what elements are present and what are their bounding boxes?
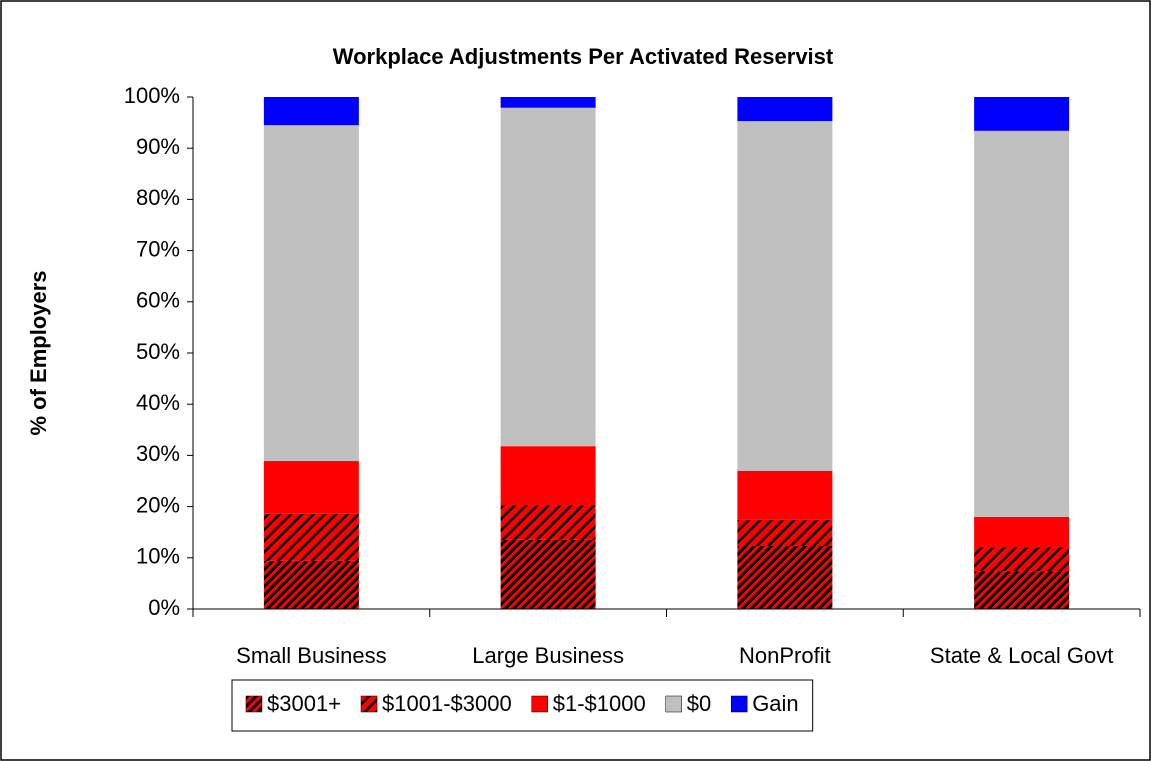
bar-segment xyxy=(737,470,833,520)
bar-segment xyxy=(500,505,596,540)
bar-segment xyxy=(737,546,833,609)
y-tick-label: 100% xyxy=(124,83,180,108)
chart-title: Workplace Adjustments Per Activated Rese… xyxy=(333,44,834,69)
bar-segment xyxy=(737,97,833,122)
legend-label: $0 xyxy=(687,691,711,716)
y-tick-label: 10% xyxy=(136,544,180,569)
y-tick-label: 70% xyxy=(136,236,180,261)
y-tick-label: 40% xyxy=(136,390,180,415)
bar-segment xyxy=(737,121,833,471)
legend-label: Gain xyxy=(752,691,798,716)
legend-swatch xyxy=(730,695,748,713)
legend-swatch xyxy=(360,695,378,713)
bar-segment xyxy=(974,516,1070,548)
y-tick-label: 80% xyxy=(136,185,180,210)
x-tick-label: Small Business xyxy=(236,643,386,668)
legend-swatch xyxy=(245,695,263,713)
bar-segment xyxy=(974,130,1070,517)
legend-swatch xyxy=(531,695,548,713)
y-tick-label: 50% xyxy=(136,339,180,364)
y-tick-label: 0% xyxy=(148,595,180,620)
bar-segment xyxy=(263,560,359,609)
bar-segment xyxy=(263,513,359,561)
y-tick-label: 20% xyxy=(136,492,180,517)
bar-segment xyxy=(263,125,359,462)
bar-segment xyxy=(263,97,359,126)
y-tick-label: 30% xyxy=(136,441,180,466)
bar-segment xyxy=(500,97,596,108)
y-tick-label: 90% xyxy=(136,134,180,159)
legend-label: $1001-$3000 xyxy=(382,691,512,716)
legend-swatch xyxy=(665,695,682,713)
bar-segment xyxy=(974,571,1070,609)
legend-label: $1-$1000 xyxy=(553,691,646,716)
y-tick-label: 60% xyxy=(136,288,180,313)
bar-segment xyxy=(974,97,1070,131)
x-tick-label: NonProfit xyxy=(739,643,831,668)
legend xyxy=(231,679,814,732)
bar-segment xyxy=(737,519,833,547)
bar-segment xyxy=(500,107,596,447)
bar-segment xyxy=(500,446,596,506)
x-tick-label: State & Local Govt xyxy=(930,643,1113,668)
y-axis-label: % of Employers xyxy=(26,270,51,435)
bar-segment xyxy=(974,547,1070,572)
bar-segment xyxy=(263,461,359,514)
legend-label: $3001+ xyxy=(267,691,341,716)
bar-segment xyxy=(500,539,596,609)
x-tick-label: Large Business xyxy=(472,643,624,668)
